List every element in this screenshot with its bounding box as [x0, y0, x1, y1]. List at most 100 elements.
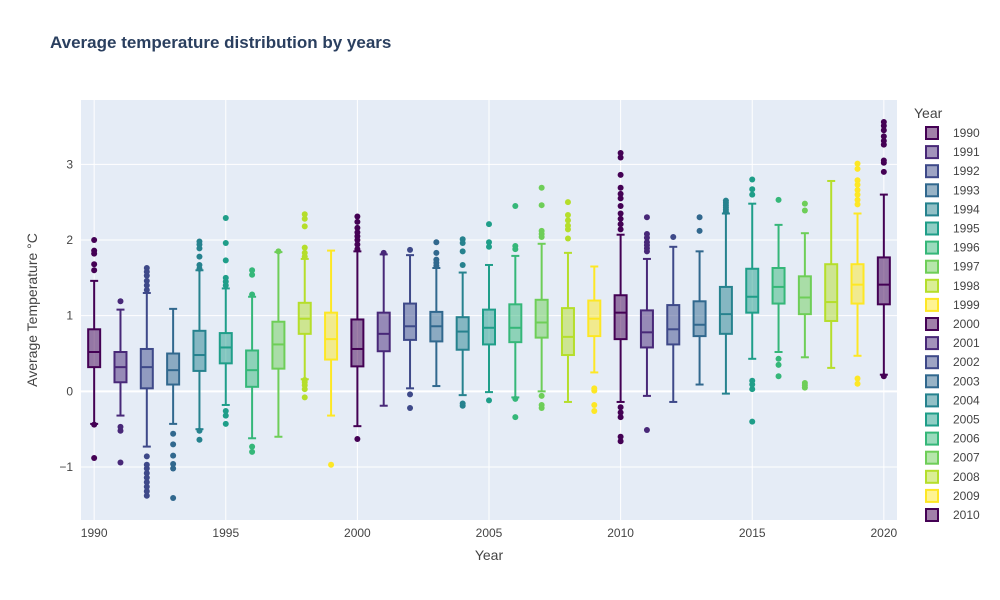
- legend-item-2000[interactable]: 2000: [925, 317, 980, 331]
- legend-swatch: [925, 145, 939, 160]
- outlier-point: [801, 207, 808, 214]
- outlier-point: [854, 181, 861, 188]
- legend-item-2009[interactable]: 2009: [925, 488, 980, 503]
- outlier-point: [196, 427, 203, 434]
- legend-item-2008[interactable]: 2008: [925, 469, 980, 484]
- box-2005: [482, 221, 496, 404]
- y-tick-label: 1: [66, 309, 73, 323]
- outlier-point: [301, 211, 308, 218]
- box-2000: [350, 213, 365, 443]
- x-tick-label: 2020: [870, 526, 897, 540]
- outlier-point: [643, 230, 650, 237]
- outlier-point: [617, 433, 624, 440]
- box-1990: [87, 237, 102, 461]
- legend-item-2006[interactable]: 2006: [925, 431, 980, 446]
- outlier-point: [854, 177, 861, 184]
- legend-item-2003[interactable]: 2003: [925, 374, 980, 389]
- outlier-point: [775, 355, 782, 362]
- legend-label: 2003: [953, 374, 980, 388]
- legend-swatch: [925, 297, 939, 312]
- outlier-point: [117, 459, 124, 466]
- legend-item-1997[interactable]: 1997: [925, 259, 980, 274]
- box-2018: [824, 179, 839, 369]
- legend-label: 2000: [953, 317, 980, 331]
- outlier-point: [696, 227, 703, 234]
- legend-item-1990[interactable]: 1990: [925, 126, 980, 140]
- outlier-point: [143, 474, 150, 481]
- outlier-point: [117, 298, 124, 305]
- outlier-point: [880, 118, 887, 125]
- legend-item-1993[interactable]: 1993: [925, 183, 980, 198]
- box-1998: [297, 211, 312, 401]
- legend-item-1991[interactable]: 1991: [925, 145, 980, 160]
- outlier-point: [170, 452, 177, 459]
- legend-swatch: [925, 488, 939, 503]
- legend-item-1998[interactable]: 1998: [925, 278, 980, 293]
- legend-label: 1991: [953, 145, 980, 159]
- legend-item-1999[interactable]: 1999: [925, 297, 980, 312]
- legend-item-2002[interactable]: 2002: [925, 355, 980, 370]
- outlier-point: [143, 479, 150, 486]
- outlier-point: [301, 244, 308, 251]
- outlier-point: [222, 215, 229, 222]
- legend-item-2007[interactable]: 2007: [925, 450, 980, 465]
- iqr-box: [166, 352, 181, 386]
- legend-item-1994[interactable]: 1994: [925, 202, 980, 217]
- outlier-point: [433, 256, 440, 263]
- outlier-point: [354, 224, 361, 231]
- outlier-point: [143, 470, 150, 477]
- legend-label: 2007: [953, 451, 980, 465]
- outlier-point: [170, 465, 177, 472]
- box-1991: [113, 298, 128, 466]
- outlier-point: [196, 436, 203, 443]
- outlier-point: [749, 191, 756, 198]
- outlier-point: [486, 221, 492, 228]
- outlier-point: [617, 202, 624, 209]
- box-1994: [192, 238, 207, 443]
- outlier-point: [617, 210, 624, 217]
- iqr-box: [508, 303, 523, 344]
- outlier-point: [433, 249, 440, 256]
- legend-item-2001[interactable]: 2001: [925, 336, 980, 351]
- iqr-box: [745, 267, 760, 314]
- iqr-box: [560, 307, 575, 357]
- outlier-point: [670, 233, 677, 240]
- outlier-point: [617, 154, 624, 161]
- legend-swatch: [925, 164, 939, 179]
- legend-item-2004[interactable]: 2004: [925, 393, 980, 408]
- legend-item-1992[interactable]: 1992: [925, 164, 980, 179]
- legend-item-1996[interactable]: 1996: [925, 240, 980, 255]
- outlier-point: [538, 392, 545, 399]
- chart-title: Average temperature distribution by year…: [50, 33, 392, 52]
- axes: −1 0 1 2 3 1990 1995 2000 2005 2010 2015 2020: [59, 157, 897, 540]
- outlier-point: [880, 373, 887, 380]
- outlier-point: [801, 200, 808, 207]
- outlier-point: [512, 414, 519, 421]
- outlier-point: [643, 239, 650, 246]
- legend-item-2010[interactable]: 2010: [925, 508, 980, 522]
- outlier-point: [643, 214, 650, 221]
- box-2019: [850, 160, 865, 387]
- legend-swatch: [925, 317, 939, 331]
- legend-label: 1995: [953, 222, 980, 236]
- x-tick-label: 2015: [739, 526, 766, 540]
- outlier-point: [564, 222, 571, 229]
- legend-item-2005[interactable]: 2005: [925, 412, 980, 427]
- outlier-point: [591, 385, 598, 392]
- legend-swatch: [925, 355, 939, 370]
- outlier-point: [328, 461, 335, 468]
- outlier-point: [880, 137, 887, 144]
- iqr-box: [824, 263, 839, 322]
- outlier-point: [222, 412, 229, 419]
- outlier-point: [749, 377, 756, 384]
- outlier-point: [880, 133, 887, 140]
- legend-label: 1997: [953, 260, 980, 274]
- x-tick-label: 2010: [607, 526, 634, 540]
- box-series: [87, 118, 891, 502]
- legend-item-1995[interactable]: 1995: [925, 221, 980, 236]
- outlier-point: [170, 495, 177, 502]
- outlier-point: [854, 380, 861, 387]
- legend: Year 1990 1991 1992 1993 1994 1995 1996 1997 199…: [914, 105, 980, 522]
- outlier-point: [196, 238, 203, 245]
- iqr-box: [797, 275, 812, 316]
